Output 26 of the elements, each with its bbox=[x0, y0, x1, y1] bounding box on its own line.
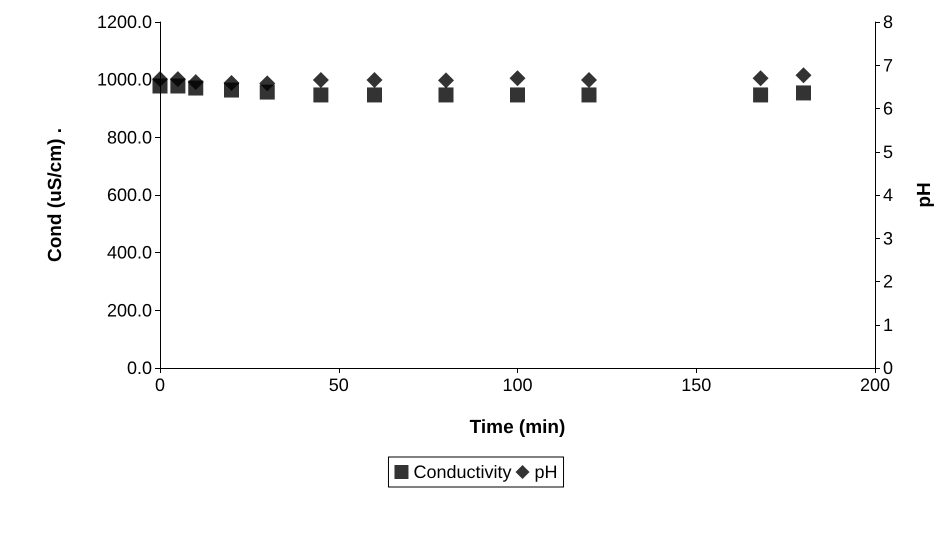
y2-tick-label: 5 bbox=[883, 142, 894, 162]
y2-tick-label: 8 bbox=[883, 12, 894, 32]
y-tick-label: 0.0 bbox=[126, 358, 152, 378]
y-tick-label: 200.0 bbox=[106, 300, 152, 320]
x-tick-label: 100 bbox=[502, 375, 533, 395]
y-tick-label: 1000.0 bbox=[96, 70, 152, 90]
y2-axis-title: pH bbox=[914, 182, 935, 208]
y2-tick-label: 6 bbox=[883, 98, 894, 118]
y2-tick-label: 0 bbox=[883, 358, 894, 378]
y-axis-title: Cond (uS/cm) . bbox=[45, 128, 66, 262]
legend-label: Conductivity bbox=[413, 462, 512, 482]
y2-tick-label: 2 bbox=[883, 272, 894, 292]
y-tick-label: 1200.0 bbox=[96, 12, 152, 32]
x-tick-label: 150 bbox=[681, 375, 712, 395]
y-tick-label: 400.0 bbox=[106, 242, 152, 263]
y2-tick-label: 1 bbox=[883, 314, 894, 335]
x-axis-title: Time (min) bbox=[470, 417, 566, 438]
y-tick-label: 800.0 bbox=[106, 127, 152, 148]
y2-tick-label: 4 bbox=[883, 185, 894, 205]
x-tick-label: 0 bbox=[154, 375, 166, 395]
x-tick-label: 50 bbox=[328, 375, 349, 395]
y2-tick-label: 7 bbox=[883, 55, 894, 76]
legend-label: pH bbox=[534, 462, 558, 482]
x-tick-label: 200 bbox=[860, 375, 890, 395]
y-tick-label: 600.0 bbox=[106, 185, 152, 205]
y2-tick-label: 3 bbox=[883, 228, 894, 248]
